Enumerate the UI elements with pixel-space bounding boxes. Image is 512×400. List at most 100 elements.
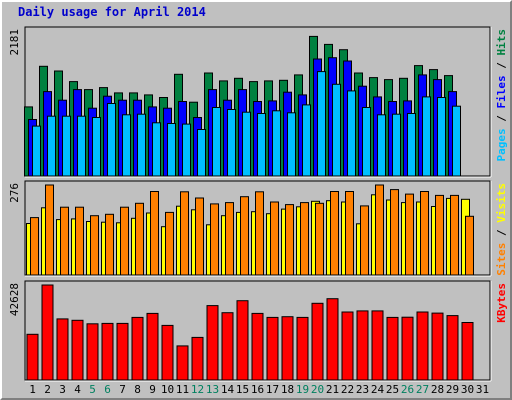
bar-kbytes-day-26 [401,316,414,381]
legend-kbytes: KBytes [495,283,508,323]
bar-kbytes-day-18 [281,316,294,381]
x-tick-label-24: 24 [371,383,385,396]
bar-sites-day-11 [180,191,189,276]
bar-sites-day-14 [225,202,234,276]
bar-kbytes-day-1 [26,333,39,381]
bar-sites-day-27 [420,191,429,276]
x-tick-label-21: 21 [326,383,339,396]
bar-kbytes-day-21 [326,298,339,381]
bar-pages-day-11 [182,123,191,177]
bar-sites-day-17 [270,201,279,276]
bar-sites-day-25 [390,189,399,276]
bar-sites-day-10 [165,211,174,276]
bar-kbytes-day-4 [71,319,84,381]
bar-kbytes-day-12 [191,336,204,381]
bar-kbytes-day-27 [416,311,429,381]
bar-pages-day-24 [377,114,386,177]
x-tick-label-20: 20 [311,383,324,396]
bar-kbytes-day-17 [266,316,279,381]
bar-sites-day-29 [450,194,459,276]
bar-sites-day-15 [240,196,249,276]
panel-1-max-label: 2181 [8,29,21,56]
legend-kbytes-part-0: KBytes [495,283,508,323]
bar-pages-day-21 [332,83,341,177]
bar-sites-day-30 [465,215,474,276]
bar-sites-day-18 [285,204,294,276]
bar-pages-day-1 [32,125,41,177]
bar-pages-day-17 [272,110,281,177]
bar-kbytes-day-30 [461,322,474,381]
bar-kbytes-day-28 [431,312,444,381]
bar-kbytes-day-19 [296,316,309,381]
bar-sites-day-28 [435,194,444,276]
bar-sites-day-20 [315,202,324,276]
bar-pages-day-2 [47,115,56,177]
bar-kbytes-day-2 [41,284,54,381]
bar-sites-day-26 [405,193,414,276]
bar-pages-day-7 [122,114,131,177]
bar-sites-day-4 [75,206,84,276]
bar-pages-day-28 [437,97,446,177]
bar-sites-day-12 [195,197,204,276]
bar-sites-day-19 [300,202,309,276]
legend-pages-files-hits-part-4: Hits [495,29,508,56]
bar-kbytes-day-25 [386,316,399,381]
bar-pages-day-23 [362,107,371,177]
bar-kbytes-day-8 [131,316,144,381]
bar-sites-day-7 [120,206,129,276]
x-tick-label-5: 5 [89,383,96,396]
bar-kbytes-day-24 [371,310,384,381]
x-tick-label-15: 15 [236,383,249,396]
x-tick-label-23: 23 [356,383,369,396]
bar-kbytes-day-29 [446,315,459,381]
x-tick-label-22: 22 [341,383,354,396]
bar-sites-day-8 [135,202,144,276]
bar-pages-day-6 [107,103,116,177]
bar-kbytes-day-15 [236,300,249,381]
legend-sites-visits-part-0: Sites [495,243,508,276]
x-tick-label-4: 4 [74,383,81,396]
x-tick-label-28: 28 [431,383,444,396]
x-tick-label-25: 25 [386,383,399,396]
panel-3-max-label: 42628 [8,283,21,316]
bar-kbytes-day-5 [86,323,99,381]
x-tick-label-11: 11 [176,383,189,396]
legend-pages-files-hits-part-1: / [495,109,508,129]
bar-kbytes-day-10 [161,324,174,381]
x-tick-label-13: 13 [206,383,219,396]
bar-kbytes-day-3 [56,318,69,381]
bar-sites-day-16 [255,191,264,276]
x-tick-label-17: 17 [266,383,279,396]
bar-sites-day-21 [330,191,339,276]
bar-pages-day-20 [317,71,326,177]
x-tick-label-14: 14 [221,383,235,396]
bar-pages-day-18 [287,112,296,177]
panel-2-max-label: 276 [8,183,21,203]
bar-kbytes-day-20 [311,302,324,381]
bar-pages-day-16 [257,113,266,177]
x-tick-label-19: 19 [296,383,309,396]
bar-sites-day-5 [90,215,99,276]
bar-kbytes-day-11 [176,345,189,381]
legend-pages-files-hits-part-3: / [495,56,508,76]
x-tick-label-8: 8 [134,383,141,396]
bar-kbytes-day-9 [146,312,159,381]
bar-pages-day-5 [92,117,101,177]
legend-pages-files-hits: Pages / Files / Hits [495,29,508,162]
x-tick-label-1: 1 [29,383,36,396]
bar-kbytes-day-7 [116,322,129,381]
legend-pages-files-hits-part-0: Pages [495,128,508,161]
x-tick-label-7: 7 [119,383,126,396]
legend-sites-visits-part-2: Visits [495,183,508,223]
bar-pages-day-29 [452,105,461,177]
bar-kbytes-day-14 [221,312,234,381]
bar-sites-day-1 [30,217,39,276]
x-tick-label-12: 12 [191,383,204,396]
x-tick-label-10: 10 [161,383,174,396]
bar-pages-day-13 [212,107,221,177]
bar-pages-day-10 [167,123,176,177]
x-tick-label-2: 2 [44,383,51,396]
chart-title: Daily usage for April 2014 [18,5,206,19]
bar-pages-day-27 [422,96,431,177]
